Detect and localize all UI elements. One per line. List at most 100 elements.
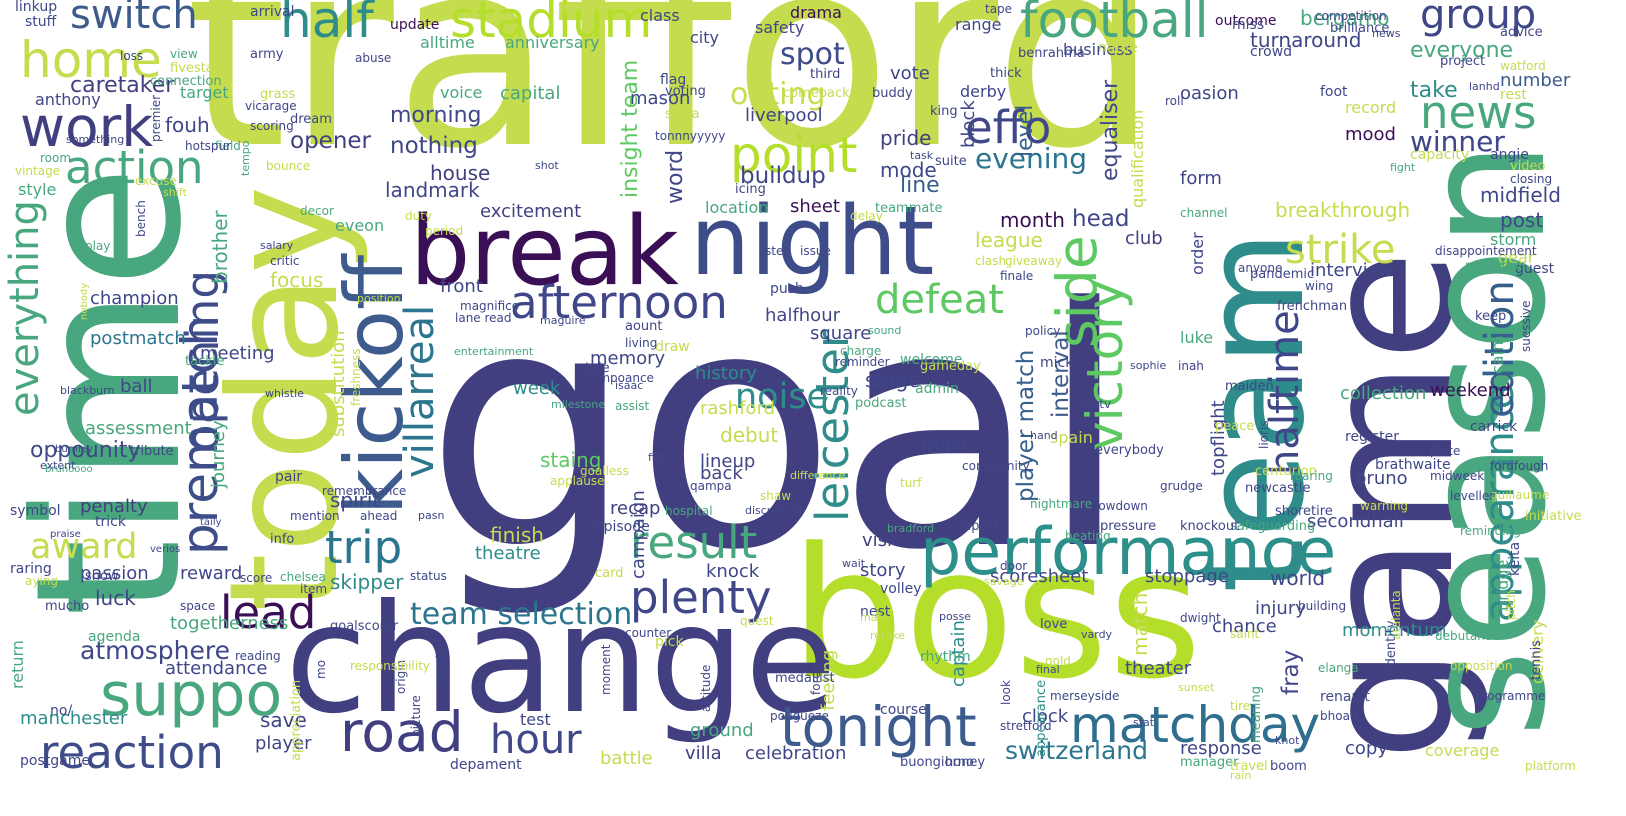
- word-rhythm: rhythm: [920, 649, 971, 665]
- word-business: business: [1063, 40, 1133, 59]
- word-point: point: [730, 126, 858, 184]
- word-linkup: linkup: [15, 0, 58, 15]
- word-renault: renault: [1320, 689, 1370, 705]
- word-lowdown: lowdown: [1095, 499, 1148, 513]
- word-fivestar: fivestar: [170, 61, 220, 76]
- word-square: square: [810, 323, 872, 344]
- word-space: space: [180, 599, 216, 613]
- word-channel: channel: [1180, 206, 1228, 220]
- word-everybody: everybody: [1095, 443, 1164, 458]
- word-brother: brother: [208, 210, 232, 284]
- word-safeguarding: safeguarding: [1230, 519, 1316, 534]
- word-guillaume: guillaume: [1490, 488, 1550, 502]
- word-nightmare: nightmare: [1030, 497, 1092, 511]
- word-tennis: tennis: [1529, 640, 1544, 680]
- word-view: view: [170, 47, 198, 61]
- word-oppounity: oppounity: [30, 438, 141, 463]
- word-bradford: bradford: [887, 522, 935, 535]
- word-mutv: mutv: [1080, 397, 1112, 411]
- word-buddy: buddy: [872, 86, 913, 101]
- word-delay: delay: [850, 209, 883, 223]
- word-step: step: [765, 244, 791, 258]
- word-encounter: encounter: [610, 626, 672, 640]
- word-icing: icing: [735, 182, 766, 197]
- word-reminder: reminder: [835, 355, 890, 369]
- word-line: line: [900, 173, 940, 198]
- word-savage: savage: [984, 575, 1024, 588]
- word-stoppage: stoppage: [1145, 566, 1229, 587]
- word-project: project: [1440, 54, 1486, 69]
- word-show: show: [85, 569, 119, 584]
- word-reminding: reminding: [1460, 524, 1521, 538]
- word-football: football: [1020, 0, 1209, 49]
- word-news: news: [1420, 86, 1537, 139]
- word-outcome: outcome: [1215, 13, 1277, 29]
- word-sophie: sophie: [1130, 359, 1167, 372]
- word-knockout: knockout: [1180, 519, 1240, 534]
- word-storm: storm: [1490, 230, 1537, 249]
- word-lane-read: lane read: [455, 311, 512, 325]
- word-shola: shola: [665, 107, 700, 122]
- word-skipper: skipper: [330, 570, 404, 594]
- word-giveaway: giveaway: [1005, 254, 1063, 268]
- word-team-selection: team selection: [410, 597, 633, 632]
- word-status: status: [410, 569, 447, 583]
- word-drama: drama: [790, 3, 842, 22]
- word-appreciation: appreciation: [289, 679, 304, 761]
- word-mate: mate: [860, 611, 889, 624]
- word-pride: pride: [880, 126, 932, 150]
- word-brathwaite: brathwaite: [1375, 457, 1451, 473]
- word-fouh: fouh: [165, 113, 210, 137]
- word-dream: dream: [290, 112, 332, 127]
- word-vardy: vardy: [1081, 628, 1113, 641]
- word-manchester: manchester: [20, 708, 128, 729]
- word-spain: spain: [1050, 428, 1093, 447]
- word-plate: plate: [1430, 444, 1461, 458]
- word-rest: rest: [1500, 87, 1527, 103]
- word-back: back: [700, 463, 743, 484]
- word-reality: reality: [820, 384, 858, 398]
- word-villa: villa: [685, 743, 722, 764]
- word-sound: sound: [868, 324, 902, 337]
- word-posse: posse: [939, 610, 971, 623]
- word-insight-team: insight team: [618, 59, 643, 198]
- word-mood: mood: [1345, 124, 1396, 145]
- word-villarreal: villarreal: [397, 304, 443, 478]
- word-discussion: discussion: [745, 504, 803, 517]
- word-task: task: [910, 149, 934, 162]
- word-interval: interval: [1048, 330, 1074, 418]
- word-world: world: [1270, 566, 1326, 590]
- word-newcastle: newcastle: [1245, 481, 1311, 496]
- word-topflight: topflight: [1208, 400, 1229, 476]
- word-head: head: [1072, 206, 1130, 232]
- word-luck: luck: [95, 586, 136, 610]
- word-mason: mason: [630, 88, 691, 109]
- word-grass: grass: [260, 87, 296, 102]
- word-group: group: [1420, 0, 1537, 38]
- word-suessive: suessive: [1519, 300, 1533, 352]
- word-landmark: landmark: [385, 178, 480, 202]
- word-spirit: spirit: [330, 488, 381, 512]
- word-shaw: shaw: [760, 489, 792, 503]
- word-alltime: alltime: [420, 33, 475, 52]
- word-opener: opener: [290, 128, 372, 154]
- word-order: order: [1188, 232, 1207, 275]
- word-reaction: reaction: [40, 726, 224, 779]
- word-class: class: [640, 6, 680, 25]
- word-collection: collection: [1340, 383, 1427, 404]
- word-month: month: [1000, 208, 1065, 232]
- word-bhoad: bhoad: [1320, 709, 1358, 723]
- word-return: return: [8, 640, 27, 689]
- word-draw: draw: [655, 339, 690, 355]
- word-salary: salary: [260, 239, 294, 252]
- word-player-match: player match: [1013, 349, 1039, 502]
- word-boom: boom: [1270, 759, 1307, 774]
- word-afternoon: afternoon: [510, 276, 728, 329]
- word-range: range: [955, 15, 1002, 34]
- word-hotspur: hotspur: [185, 139, 232, 153]
- word-stat: stat: [1133, 716, 1155, 729]
- word-action: action: [65, 141, 204, 194]
- word-card: card: [595, 566, 624, 581]
- word-matchday: matchday: [1070, 696, 1321, 754]
